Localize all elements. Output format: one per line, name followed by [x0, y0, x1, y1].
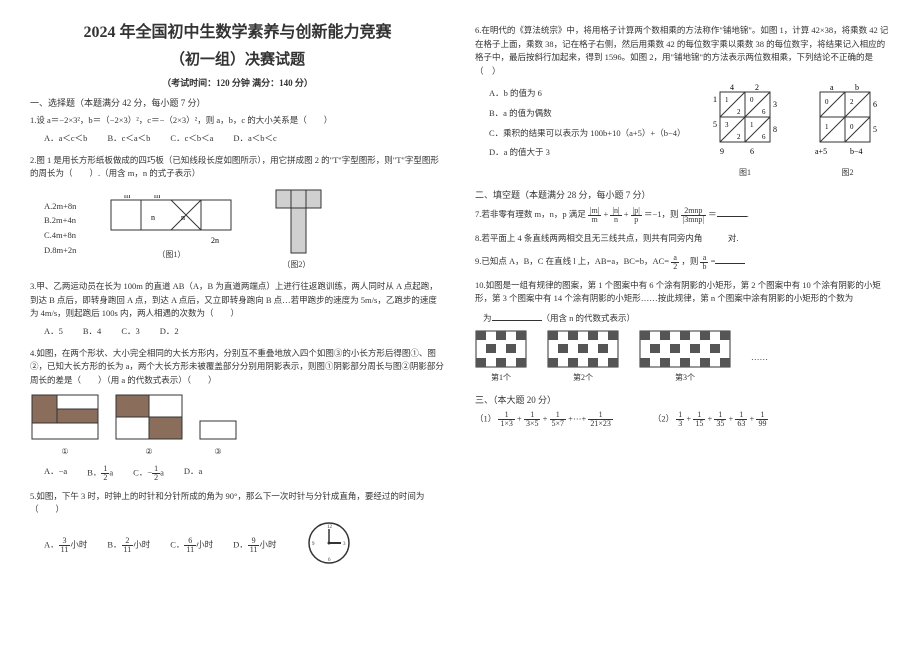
- svg-text:6: 6: [762, 133, 766, 141]
- q2-optC: C.4m+8n: [44, 229, 76, 243]
- question-6: 6.在明代的《算法统宗》中，将用格子计算两个数相乘的方法称作"铺地锦"。如图 1…: [475, 24, 890, 180]
- q5-optC: C．611小时: [170, 537, 213, 554]
- q6-optB: B．a 的值为偶数: [489, 107, 685, 121]
- page-title: 2024 年全国初中生数学素养与创新能力竞赛: [30, 20, 445, 46]
- q3-text: 3.甲、乙两运动员在长为 100m 的直道 AB（A，B 为直道两端点）上进行往…: [30, 280, 445, 321]
- svg-text:0: 0: [750, 96, 754, 104]
- svg-text:2n: 2n: [211, 236, 219, 245]
- clock-icon: 123 69: [307, 521, 351, 570]
- svg-text:2: 2: [737, 133, 741, 141]
- question-8: 8.若平面上 4 条直线两两相交且无三线共点，则共有同旁内角 对.: [475, 232, 890, 246]
- q1-optA: A．a＜c＜b: [44, 132, 87, 146]
- svg-text:3: 3: [343, 542, 346, 547]
- q6-optD: D．a 的值大于 3: [489, 146, 685, 160]
- page-subtitle: （初一组）决赛试题: [30, 48, 445, 72]
- question-5: 5.如图，下午 3 时，时钟上的时针和分针所成的角为 90°，那么下一次时针与分…: [30, 490, 445, 570]
- q10-patterns: 第1个 第2个 第3个 ……: [475, 330, 890, 385]
- section1-heading: 一、选择题（本题满分 42 分，每小题 7 分）: [30, 96, 445, 110]
- q7-blank[interactable]: [717, 206, 747, 217]
- q2-figure1: m m n n 2n （图1）: [106, 195, 236, 262]
- svg-text:5: 5: [713, 120, 717, 129]
- question-3: 3.甲、乙两运动员在长为 100m 的直道 AB（A，B 为直道两端点）上进行往…: [30, 280, 445, 338]
- section3-heading: 三、（本大题 20 分）: [475, 393, 890, 407]
- svg-text:6: 6: [873, 100, 877, 109]
- q2-optB: B.2m+4n: [44, 214, 76, 228]
- svg-text:6: 6: [750, 147, 754, 156]
- section2-heading: 二、填空题（本题满分 28 分，每小题 7 分）: [475, 188, 890, 202]
- q5-optA: A．311小时: [44, 537, 87, 554]
- svg-text:2: 2: [755, 83, 759, 92]
- question-9: 9.已知点 A，B，C 在直线 l 上，AB=a，BC=b，AC= a2 ，则 …: [475, 253, 890, 271]
- q10-blank[interactable]: [492, 310, 542, 321]
- svg-text:1: 1: [750, 121, 754, 129]
- q6-optA: A．b 的值为 6: [489, 87, 685, 101]
- svg-text:3: 3: [725, 121, 729, 129]
- svg-text:a+5: a+5: [815, 147, 827, 156]
- q4-optB: B．12a: [87, 465, 113, 482]
- q6-optC: C．乘积的结果可以表示为 100b+10（a+5）+（b−4）: [489, 127, 685, 141]
- q5-optD: D．911小时: [233, 537, 276, 554]
- svg-text:9: 9: [720, 147, 724, 156]
- q6-figure1: 4 2 3 8 1 0 2 6 3 1 2 6 1 5 9: [705, 82, 785, 179]
- svg-text:m: m: [154, 195, 161, 200]
- svg-text:0: 0: [825, 98, 829, 106]
- svg-text:b: b: [855, 83, 859, 92]
- svg-text:3: 3: [773, 100, 777, 109]
- q2-optD: D.8m+2n: [44, 244, 76, 258]
- svg-text:12: 12: [327, 525, 333, 530]
- svg-text:n: n: [181, 213, 185, 222]
- svg-text:1: 1: [725, 96, 729, 104]
- svg-text:m: m: [124, 195, 131, 200]
- svg-text:8: 8: [773, 125, 777, 134]
- svg-text:1: 1: [825, 123, 829, 131]
- fig1-label: （图1）: [106, 249, 236, 262]
- svg-text:6: 6: [762, 108, 766, 116]
- q5-optB: B．211小时: [107, 537, 150, 554]
- question-10: 10.如图是一组有规律的图案，第 1 个图案中有 6 个涂有阴影的小矩形，第 2…: [475, 279, 890, 385]
- q4-optC: C．−12a: [133, 465, 164, 482]
- question-2: 2.图 1 是用长方形纸板做成的四巧板（已知线段长度如图所示），用它拼成图 2 …: [30, 154, 445, 273]
- q9-blank[interactable]: [715, 253, 745, 264]
- q1-text: 1.设 a＝−2×3²，b＝（−2×3）²，c＝−（2×3）²，则 a，b，c …: [30, 114, 445, 128]
- q2-optA: A.2m+8n: [44, 200, 76, 214]
- fig2-label: （图2）: [266, 259, 326, 272]
- q3-optA: A．5: [44, 325, 63, 339]
- q6-text: 6.在明代的《算法统宗》中，将用格子计算两个数相乘的方法称作"铺地锦"。如图 1…: [475, 24, 890, 78]
- question-4: 4.如图，在两个形状、大小完全相同的大长方形内，分别互不重叠地放入四个如图③的小…: [30, 347, 445, 482]
- q4-optD: D．a: [184, 465, 202, 482]
- q1-optB: B．c＜a＜b: [107, 132, 150, 146]
- svg-text:a: a: [830, 83, 834, 92]
- q2-figure2: （图2）: [266, 185, 326, 272]
- q3-optB: B．4: [83, 325, 101, 339]
- q1-optD: D．a＜b＜c: [233, 132, 276, 146]
- question-11: （1） 11×3 + 13×5 + 15×7 +⋯+ 121×23 （2） 13…: [475, 411, 890, 428]
- q3-optD: D．2: [160, 325, 179, 339]
- svg-text:9: 9: [312, 542, 315, 547]
- q4-text: 4.如图，在两个形状、大小完全相同的大长方形内，分别互不重叠地放入四个如图③的小…: [30, 347, 445, 388]
- svg-text:b−4: b−4: [850, 147, 863, 156]
- svg-text:4: 4: [730, 83, 734, 92]
- question-1: 1.设 a＝−2×3²，b＝（−2×3）²，c＝−（2×3）²，则 a，b，c …: [30, 114, 445, 145]
- svg-text:2: 2: [850, 98, 854, 106]
- q2-text: 2.图 1 是用长方形纸板做成的四巧板（已知线段长度如图所示），用它拼成图 2 …: [30, 154, 445, 181]
- q6-figure2: a b 6 5 0 2 1 0 a+5 b−4 图2: [805, 82, 890, 179]
- svg-text:2: 2: [737, 108, 741, 116]
- q3-optC: C．3: [121, 325, 139, 339]
- q4-optA: A．−a: [44, 465, 67, 482]
- svg-text:5: 5: [873, 125, 877, 134]
- svg-text:0: 0: [850, 123, 854, 131]
- q1-optC: C．c＜b＜a: [170, 132, 213, 146]
- svg-text:n: n: [151, 213, 155, 222]
- exam-info: （考试时间：120 分钟 满分：140 分）: [30, 76, 445, 90]
- q4-figures: ① ② ③: [30, 393, 445, 458]
- question-7: 7.若非零有理数 m，n，p 满足 |m|m + |n|n + |p|p ＝−1…: [475, 206, 890, 224]
- q5-text: 5.如图，下午 3 时，时钟上的时针和分针所成的角为 90°，那么下一次时针与分…: [30, 490, 445, 517]
- svg-text:1: 1: [713, 95, 717, 104]
- ellipsis: ……: [751, 351, 768, 365]
